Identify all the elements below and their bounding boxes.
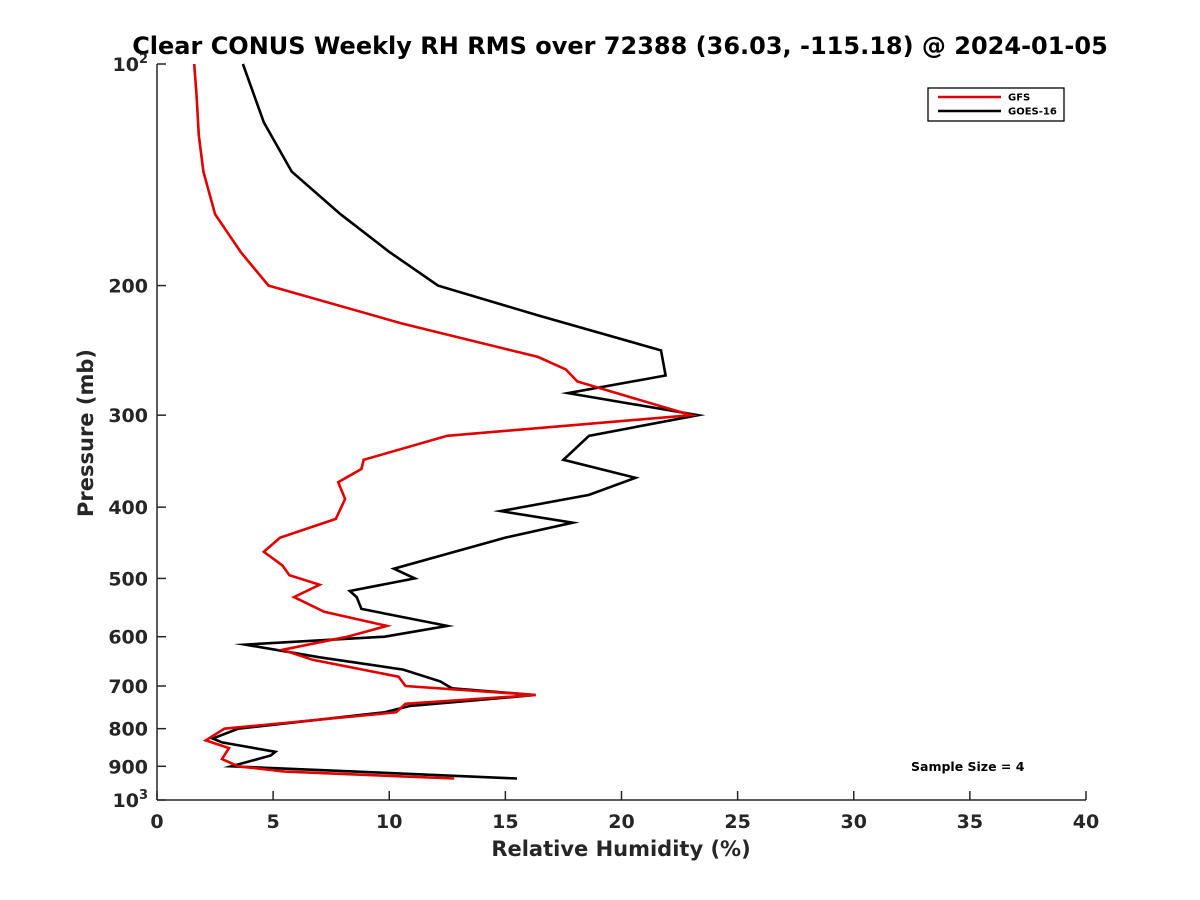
sample-size-annotation: Sample Size = 4 <box>911 759 1025 774</box>
y-tick-label: 103 <box>113 788 149 812</box>
y-tick-label: 500 <box>108 568 148 590</box>
legend-label: GOES-16 <box>1008 107 1057 118</box>
x-tick-label: 30 <box>841 811 867 833</box>
x-ticks: 0 5 10 15 20 25 30 35 40 <box>150 791 1099 833</box>
y-tick-label: 200 <box>108 276 148 298</box>
legend: GFS GOES-16 <box>927 87 1065 122</box>
x-tick-label: 25 <box>724 811 750 833</box>
series-layer <box>192 63 706 780</box>
x-tick-label: 15 <box>492 811 518 833</box>
y-axis-label: Pressure (mb) <box>74 349 98 517</box>
x-axis-label: Relative Humidity (%) <box>491 837 750 861</box>
y-tick-label: 800 <box>108 719 148 741</box>
y-ticks: 102 200 300 400 500 600 700 800 900 103 <box>108 52 166 812</box>
x-tick-label: 5 <box>267 811 280 833</box>
chart-title: Clear CONUS Weekly RH RMS over 72388 (36… <box>132 32 1108 60</box>
x-tick-label: 10 <box>376 811 402 833</box>
x-tick-label: 0 <box>150 811 163 833</box>
x-tick-label: 20 <box>608 811 634 833</box>
y-tick-label: 400 <box>108 497 148 519</box>
x-tick-label: 40 <box>1073 811 1099 833</box>
y-tick-label: 600 <box>108 627 148 649</box>
y-tick-label: 102 <box>113 52 149 76</box>
legend-items: GFS GOES-16 <box>938 93 1057 118</box>
x-tick-label: 35 <box>957 811 983 833</box>
y-tick-label: 700 <box>108 676 148 698</box>
series-line-gfs <box>192 63 699 780</box>
y-tick-label: 300 <box>108 405 148 427</box>
legend-box <box>927 87 1065 122</box>
y-tick-label: 900 <box>108 756 148 778</box>
legend-label: GFS <box>1008 93 1030 104</box>
